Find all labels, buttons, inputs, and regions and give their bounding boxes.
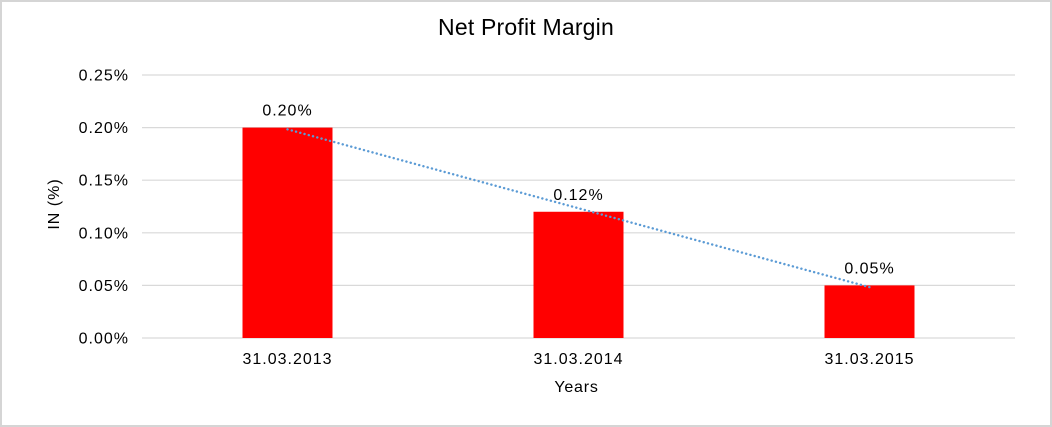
category-label: 31.03.2015 <box>824 351 914 368</box>
chart-title: Net Profit Margin <box>438 14 614 40</box>
y-tick-label: 0.05% <box>79 278 129 295</box>
x-axis-title: Years <box>554 379 599 396</box>
bar-value-label: 0.05% <box>844 260 894 277</box>
y-tick-label: 0.25% <box>79 68 129 85</box>
y-tick-label: 0.00% <box>79 331 129 348</box>
bar <box>533 211 624 338</box>
y-tick-label: 0.20% <box>79 120 129 137</box>
y-tick-label: 0.10% <box>79 225 129 242</box>
trendline <box>286 128 871 289</box>
category-label: 31.03.2014 <box>533 351 623 368</box>
bar <box>824 285 915 338</box>
bar <box>242 127 333 338</box>
bar-value-label: 0.20% <box>262 103 312 120</box>
y-tick-label: 0.15% <box>79 173 129 190</box>
y-axis-title: IN (%) <box>46 178 63 230</box>
category-label: 31.03.2013 <box>242 351 332 368</box>
bar-value-label: 0.12% <box>553 187 603 204</box>
